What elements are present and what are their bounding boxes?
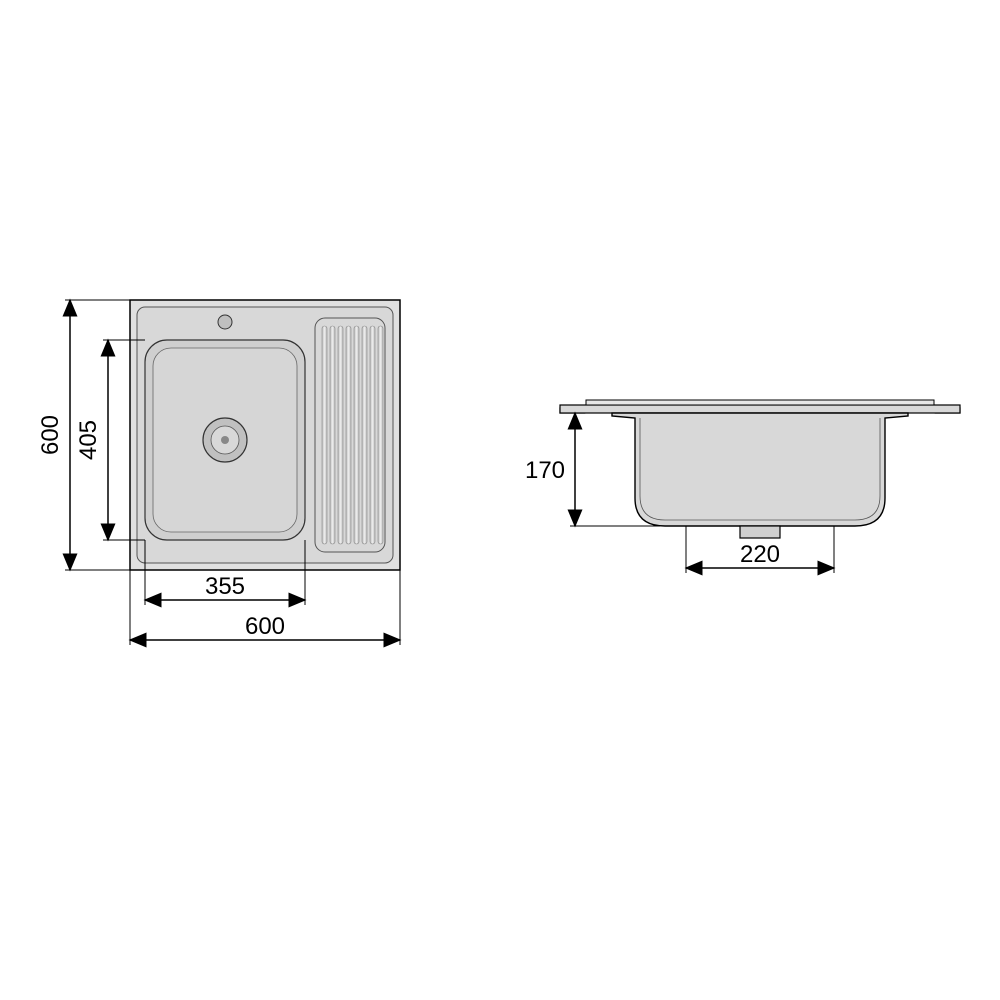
top-view: 600 405 355 600 xyxy=(37,300,400,645)
label-drain: 220 xyxy=(740,541,780,568)
label-height-600: 600 xyxy=(37,415,64,455)
side-view: 170 220 xyxy=(525,400,960,573)
sink-dimension-diagram: 600 405 355 600 xyxy=(0,0,1000,1000)
label-depth: 170 xyxy=(525,457,565,484)
label-bowl-height: 405 xyxy=(75,420,102,460)
dim-width-600: 600 xyxy=(130,570,400,645)
label-width-600: 600 xyxy=(245,613,285,640)
label-bowl-width: 355 xyxy=(205,573,245,600)
